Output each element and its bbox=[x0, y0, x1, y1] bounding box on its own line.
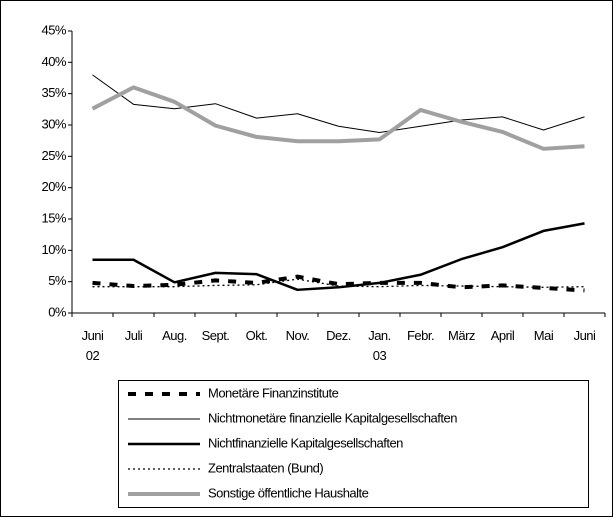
legend-label: Zentralstaaten (Bund) bbox=[208, 460, 323, 475]
x-tick-label: Juni bbox=[574, 328, 596, 343]
x-tick-label: Juni 02 bbox=[82, 328, 104, 363]
x-tick-label-line: Juni bbox=[574, 328, 596, 343]
x-tick-label: Nov. bbox=[286, 328, 310, 343]
x-tick-label-line: Juni bbox=[82, 328, 104, 343]
series-line bbox=[92, 222, 585, 292]
y-tick-label: 45% bbox=[41, 22, 66, 37]
x-tick-label: Juli bbox=[125, 328, 143, 343]
x-tick-label: Okt. bbox=[246, 328, 268, 343]
y-tick-label: 0% bbox=[48, 304, 67, 319]
x-tick-label-line: Febr. bbox=[407, 328, 434, 343]
x-tick-label-line: März bbox=[448, 328, 475, 343]
x-tick-label: Mai bbox=[534, 328, 554, 343]
legend-label: Nichtfinanzielle Kapitalgesellschaften bbox=[208, 435, 403, 450]
x-tick-label-line: Jan. bbox=[368, 328, 391, 343]
x-tick-label-line: Sept. bbox=[202, 328, 230, 343]
series-line bbox=[92, 278, 585, 288]
y-tick-label: 20% bbox=[41, 179, 66, 194]
y-tick-label: 35% bbox=[41, 85, 66, 100]
legend-label: Sonstige öffentliche Haushalte bbox=[208, 485, 369, 500]
y-tick-label: 5% bbox=[48, 273, 67, 288]
series-line bbox=[91, 85, 585, 151]
x-tick-label-line: Aug. bbox=[162, 328, 187, 343]
x-tick-label-line: Nov. bbox=[286, 328, 310, 343]
x-tick-label: Dez. bbox=[326, 328, 351, 343]
y-tick-label: 40% bbox=[41, 54, 66, 69]
x-tick-label-line: Okt. bbox=[246, 328, 268, 343]
y-tick-label: 15% bbox=[41, 210, 66, 225]
series-line bbox=[92, 274, 585, 293]
legend-label: Monetäre Finanzinstitute bbox=[208, 385, 339, 400]
x-tick-label: April bbox=[491, 328, 515, 343]
x-tick-label: Febr. bbox=[407, 328, 434, 343]
x-tick-label-line: Juli bbox=[125, 328, 143, 343]
y-tick-label: 25% bbox=[41, 148, 66, 163]
series-line bbox=[92, 74, 585, 134]
legend-label: Nichtmonetäre finanzielle Kapitalgesells… bbox=[208, 410, 457, 425]
x-tick-label: Jan. 03 bbox=[368, 328, 391, 363]
x-tick-label: Sept. bbox=[202, 328, 230, 343]
x-tick-label: Aug. bbox=[162, 328, 187, 343]
x-tick-label-line: 03 bbox=[373, 348, 387, 363]
x-tick-label-line: Dez. bbox=[326, 328, 351, 343]
x-tick-label: März bbox=[448, 328, 475, 343]
x-tick-label-line: April bbox=[491, 328, 515, 343]
y-tick-label: 30% bbox=[41, 116, 66, 131]
y-tick-label: 10% bbox=[41, 242, 66, 257]
x-tick-label-line: 02 bbox=[86, 348, 100, 363]
x-tick-label-line: Mai bbox=[534, 328, 554, 343]
